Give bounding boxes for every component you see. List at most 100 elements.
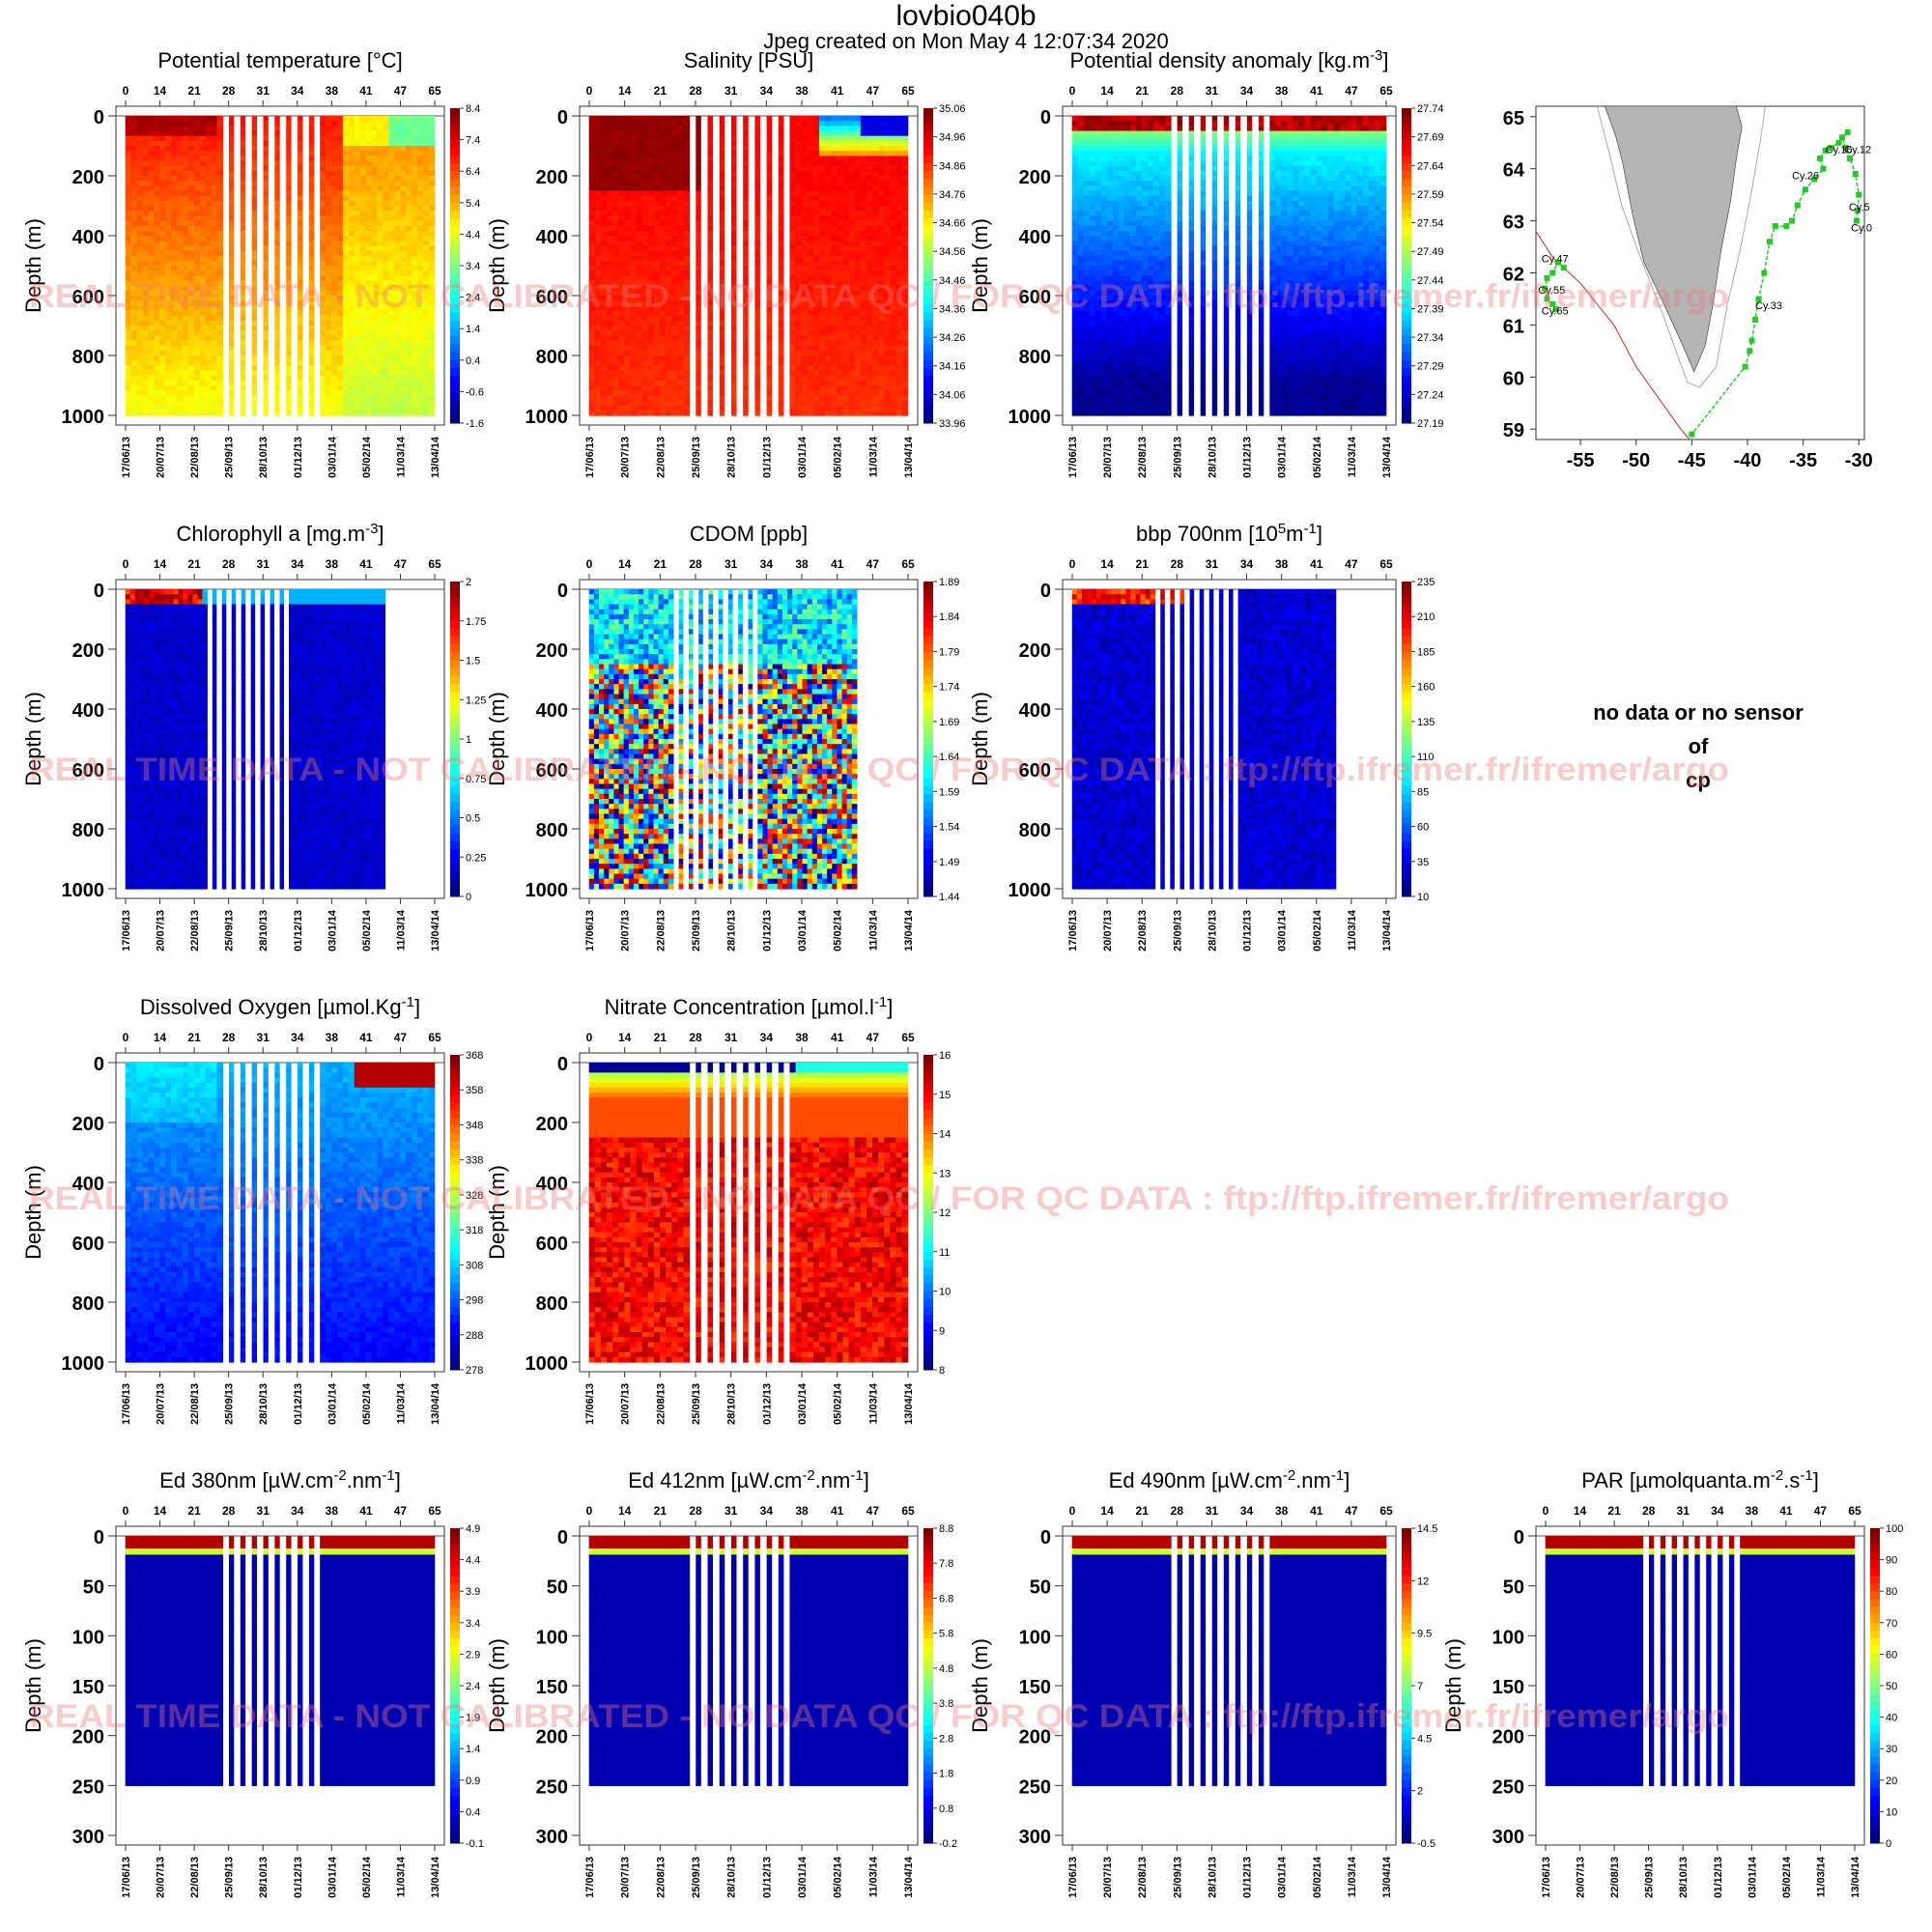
data-cell (308, 170, 315, 177)
data-cell (406, 335, 412, 342)
data-cell (251, 121, 257, 127)
data-cell (199, 395, 207, 402)
data-cell (837, 266, 844, 271)
data-cell (801, 300, 809, 306)
data-cell (607, 395, 613, 402)
data-cell (125, 250, 132, 257)
data-cell (216, 190, 224, 197)
data-cell (125, 185, 132, 192)
data-cell (193, 275, 201, 282)
data-cell (331, 275, 338, 282)
data-cell (216, 126, 224, 132)
data-cell (754, 140, 760, 147)
data-cell (359, 270, 367, 276)
data-cell (837, 241, 844, 246)
data-cell (165, 195, 172, 202)
data-cell (263, 146, 269, 152)
data-cell (647, 200, 655, 207)
data-cell (136, 225, 144, 232)
data-cell (342, 151, 350, 156)
data-cell (298, 315, 303, 322)
data-cell (801, 370, 809, 377)
data-cell (707, 385, 714, 391)
data-cell (199, 315, 207, 322)
data-cell (842, 285, 850, 292)
data-cell (636, 190, 643, 197)
data-cell (795, 255, 803, 262)
data-cell (348, 320, 355, 327)
data-cell (600, 345, 608, 352)
data-cell (671, 206, 678, 212)
data-cell (588, 225, 596, 232)
data-cell (400, 225, 407, 232)
data-cell (641, 230, 649, 237)
data-cell (730, 335, 737, 342)
data-cell (416, 200, 424, 207)
data-cell (730, 195, 737, 202)
data-cell (807, 320, 814, 327)
data-cell (707, 390, 714, 396)
data-cell (812, 410, 820, 416)
data-cell (308, 195, 315, 202)
data-cell (308, 315, 315, 322)
data-cell (130, 215, 138, 222)
data-cell (647, 355, 655, 361)
data-cell (383, 250, 389, 257)
data-cell (354, 260, 361, 267)
data-cell (251, 195, 257, 202)
data-cell (159, 211, 166, 216)
data-cell (365, 176, 373, 182)
data-cell (795, 230, 803, 237)
data-cell (388, 380, 395, 386)
data-cell (228, 255, 235, 262)
data-cell (154, 335, 160, 342)
data-cell (842, 165, 850, 172)
data-cell (365, 270, 373, 276)
data-cell (766, 370, 773, 377)
data-cell (406, 370, 412, 377)
data-cell (400, 230, 407, 237)
data-cell (624, 360, 632, 366)
data-cell (754, 340, 760, 347)
data-cell (825, 320, 832, 327)
data-cell (607, 380, 613, 386)
data-cell (388, 185, 395, 192)
data-cell (406, 285, 412, 292)
data-cell (683, 225, 691, 232)
data-cell (766, 266, 773, 271)
data-cell (618, 300, 625, 306)
data-cell (199, 340, 207, 347)
data-cell (371, 300, 379, 306)
data-cell (422, 296, 430, 301)
data-cell (211, 116, 218, 122)
data-cell (766, 121, 773, 127)
data-cell (354, 335, 361, 342)
colorbar-cell (450, 414, 460, 424)
data-cell (801, 390, 809, 396)
data-cell (671, 156, 678, 162)
data-cell (377, 126, 384, 132)
data-cell (240, 195, 246, 202)
data-cell (348, 140, 355, 147)
data-cell (371, 326, 379, 331)
data-cell (125, 215, 132, 222)
data-cell (274, 165, 280, 172)
data-cell (422, 326, 430, 331)
data-cell (600, 160, 608, 167)
data-cell (754, 266, 760, 271)
data-cell (666, 211, 672, 216)
data-cell (422, 190, 430, 197)
data-cell (600, 266, 608, 271)
data-cell (359, 200, 367, 207)
data-cell (671, 126, 678, 132)
data-cell (159, 121, 166, 127)
data-cell (807, 215, 814, 222)
data-cell (594, 165, 602, 172)
data-cell (359, 290, 367, 297)
data-cell (130, 305, 138, 312)
data-cell (211, 126, 218, 132)
data-cell (696, 130, 701, 137)
y-tick-label: 200 (536, 167, 568, 188)
data-cell (228, 380, 235, 386)
data-cell (148, 350, 155, 356)
